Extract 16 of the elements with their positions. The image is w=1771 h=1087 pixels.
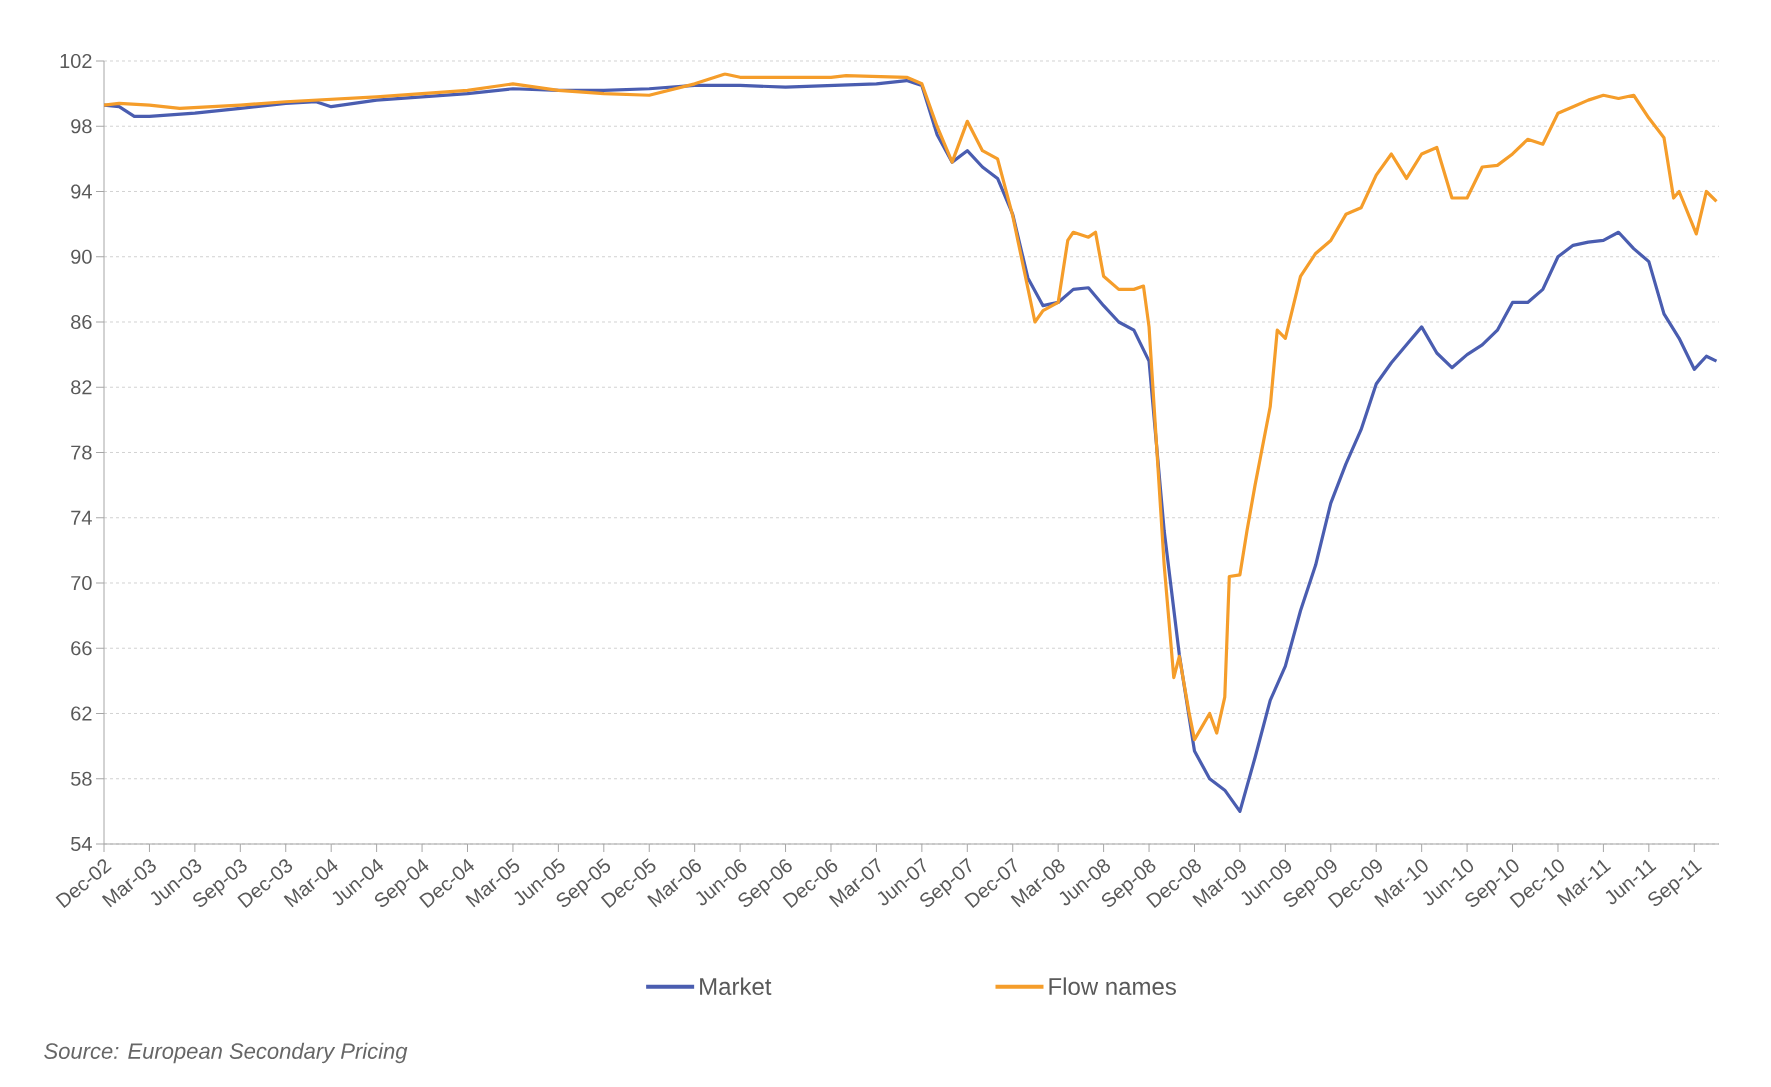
y-tick-label: 74 xyxy=(71,510,92,525)
y-tick-label: 82 xyxy=(71,380,92,395)
legend-label: Flow names xyxy=(1049,977,1176,996)
y-tick-label: 58 xyxy=(71,771,92,786)
y-tick-label: 90 xyxy=(71,249,92,264)
y-tick-label: 94 xyxy=(71,184,92,199)
y-tick-label: 66 xyxy=(71,641,92,656)
y-tick-label: 98 xyxy=(71,119,92,134)
y-tick-label: 102 xyxy=(60,53,92,69)
y-tick-label: 70 xyxy=(71,575,92,591)
y-tick-label: 78 xyxy=(71,445,92,460)
legend-label: Market xyxy=(700,977,772,996)
y-tick-label: 86 xyxy=(71,314,92,330)
source-note: Source: European Secondary Pricing xyxy=(44,1042,408,1064)
y-tick-label: 62 xyxy=(71,706,92,721)
y-tick-label: 54 xyxy=(71,837,92,851)
